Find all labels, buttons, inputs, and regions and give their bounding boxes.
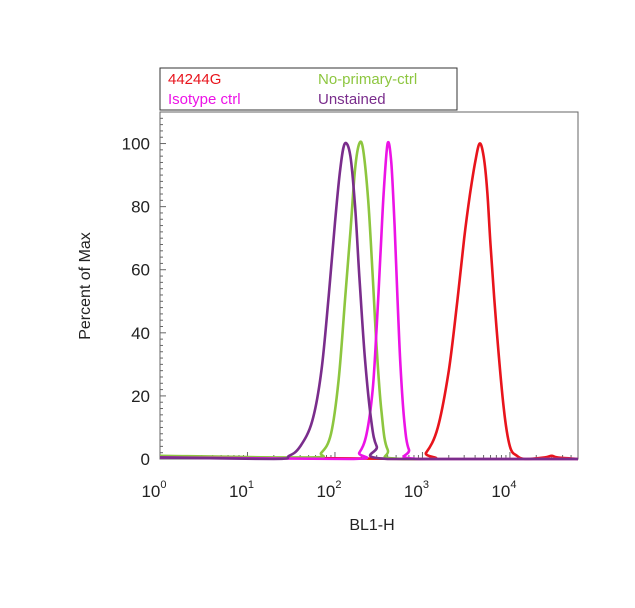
legend-label: 44244G <box>168 71 221 88</box>
x-tick-label: 104 <box>491 479 516 501</box>
x-tick-label: 103 <box>404 479 429 501</box>
legend-entries: 44244G No-primary-ctrl Isotype ctrl Unstain… <box>168 71 417 108</box>
y-tick-label: 20 <box>131 387 150 406</box>
series-line-2 <box>159 140 578 461</box>
x-tick-label: 100 <box>141 479 166 501</box>
y-tick-label: 80 <box>131 198 150 217</box>
x-tick-label: 101 <box>229 479 254 501</box>
legend-label: Isotype ctrl <box>168 91 241 108</box>
x-tick-label: 102 <box>316 479 341 501</box>
legend-label: Unstained <box>318 91 386 108</box>
y-tick-labels: 0 20 40 60 80 100 <box>122 135 150 469</box>
y-axis-title: Percent of Max <box>77 232 94 340</box>
y-tick-label: 40 <box>131 324 150 343</box>
y-tick-label: 0 <box>141 450 150 469</box>
curves <box>159 140 579 461</box>
series-line-3 <box>159 141 578 461</box>
legend-box <box>159 67 458 111</box>
y-tick-label: 100 <box>122 135 150 154</box>
legend-label: No-primary-ctrl <box>318 71 417 88</box>
y-tick-label: 60 <box>131 261 150 280</box>
series-line-1 <box>159 140 578 461</box>
x-tick-labels: 100 101 102 103 104 <box>141 479 516 501</box>
x-axis-title: BL1-H <box>349 517 394 534</box>
